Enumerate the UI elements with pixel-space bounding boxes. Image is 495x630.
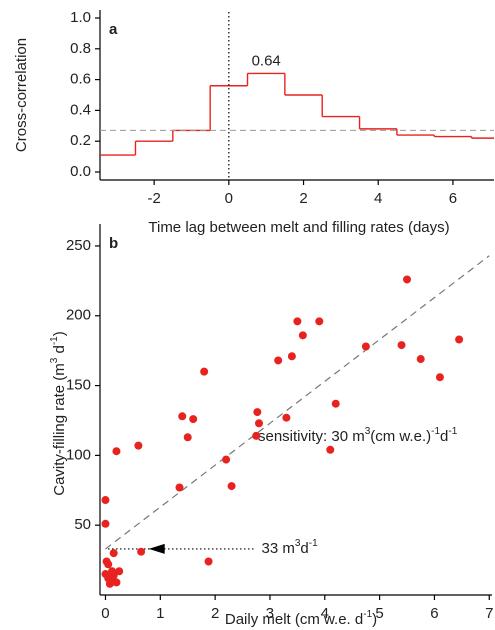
- scatter-point: [109, 549, 118, 558]
- scatter-point: [416, 355, 425, 364]
- label-part: d: [51, 345, 68, 358]
- scatter-point: [455, 335, 464, 344]
- label-part: 3: [295, 538, 301, 549]
- x-tick-label: 4: [321, 605, 329, 622]
- y-tick-label: 0.6: [70, 71, 91, 88]
- scatter-point: [435, 373, 444, 382]
- scatter-point: [137, 547, 146, 556]
- scatter-point: [222, 455, 231, 464]
- scatter-point: [331, 399, 340, 408]
- y-tick-label: 0.0: [70, 163, 91, 180]
- scatter-point: [287, 352, 296, 361]
- x-tick-label: 7: [485, 605, 493, 622]
- scatter-point: [253, 408, 262, 417]
- scatter-point: [112, 578, 121, 587]
- scatter-point: [274, 356, 283, 365]
- label-part: 3: [49, 357, 60, 363]
- scatter-point: [252, 431, 261, 440]
- label-part: (cm w.e.): [370, 428, 431, 445]
- y-tick-label: 200: [66, 307, 91, 324]
- y-tick-label: 1.0: [70, 9, 91, 26]
- x-tick-label: 0: [225, 190, 233, 207]
- scatter-point: [397, 341, 406, 350]
- y-axis-label: Cross-correlation: [13, 38, 30, 152]
- scatter-point: [403, 275, 412, 284]
- x-tick-label: 2: [211, 605, 219, 622]
- x-tick-label: 5: [375, 605, 383, 622]
- scatter-point: [175, 483, 184, 492]
- scatter-point: [115, 567, 124, 576]
- scatter-point: [254, 419, 263, 428]
- x-tick-label: 4: [374, 190, 382, 207]
- y-tick-label: 100: [66, 446, 91, 463]
- label-part: Cavity-filling rate (m: [51, 363, 68, 496]
- y-axis-label: Cavity-filling rate (m3 d-1): [49, 331, 68, 496]
- scatter-point: [227, 482, 236, 491]
- scatter-point: [200, 367, 209, 376]
- label-part: ): [372, 611, 377, 628]
- label-part: -1: [431, 426, 440, 437]
- x-tick-label: 6: [449, 190, 457, 207]
- scatter-point: [204, 557, 213, 566]
- scatter-point: [112, 447, 121, 456]
- panel-label: a: [109, 21, 118, 38]
- scatter-point: [298, 331, 307, 340]
- x-axis-label: Time lag between melt and filling rates …: [148, 219, 449, 236]
- label-part: ): [51, 331, 68, 336]
- label-part: 33 m: [262, 540, 295, 557]
- panel-label: b: [109, 235, 118, 252]
- y-tick-label: 0.2: [70, 132, 91, 149]
- scatter-point: [183, 433, 192, 442]
- x-axis-label: Daily melt (cm w.e. d-1): [225, 609, 377, 628]
- x-tick-label: 2: [299, 190, 307, 207]
- label-part: Daily melt (cm w.e. d: [225, 611, 363, 628]
- scatter-point: [326, 445, 335, 454]
- scatter-point: [134, 441, 143, 450]
- label-part: d: [440, 428, 448, 445]
- arrow-label: 33 m3d-1: [262, 538, 319, 557]
- scatter-point: [189, 415, 198, 424]
- scatter-point: [315, 317, 324, 326]
- scatter-point: [282, 413, 291, 422]
- x-tick-label: -2: [147, 190, 160, 207]
- scatter-point: [101, 496, 110, 505]
- label-part: -1: [448, 426, 457, 437]
- scatter-point: [109, 571, 118, 580]
- y-tick-label: 150: [66, 377, 91, 394]
- label-part: sensitivity: 30 m: [258, 428, 365, 445]
- fit-line: [105, 255, 490, 550]
- label-part: 3: [365, 426, 371, 437]
- y-tick-label: 0.8: [70, 40, 91, 57]
- y-tick-label: 0.4: [70, 101, 91, 118]
- scatter-point: [104, 560, 113, 569]
- x-tick-label: 1: [156, 605, 164, 622]
- x-tick-label: 6: [430, 605, 438, 622]
- y-tick-label: 250: [66, 237, 91, 254]
- scatter-point: [293, 317, 302, 326]
- scatter-point: [178, 412, 187, 421]
- x-tick-label: 0: [101, 605, 109, 622]
- scatter-point: [105, 579, 114, 588]
- value-label: 0.64: [252, 52, 281, 69]
- arrow-head: [148, 543, 165, 554]
- sensitivity-label: sensitivity: 30 m3(cm w.e.)-1d-1: [258, 426, 458, 445]
- scatter-point: [101, 519, 110, 528]
- scatter-point: [361, 342, 370, 351]
- y-tick-label: 50: [74, 516, 91, 533]
- x-tick-label: 3: [266, 605, 274, 622]
- label-part: -1: [363, 609, 372, 620]
- label-part: d: [300, 540, 308, 557]
- label-part: -1: [309, 538, 318, 549]
- label-part: -1: [49, 336, 60, 345]
